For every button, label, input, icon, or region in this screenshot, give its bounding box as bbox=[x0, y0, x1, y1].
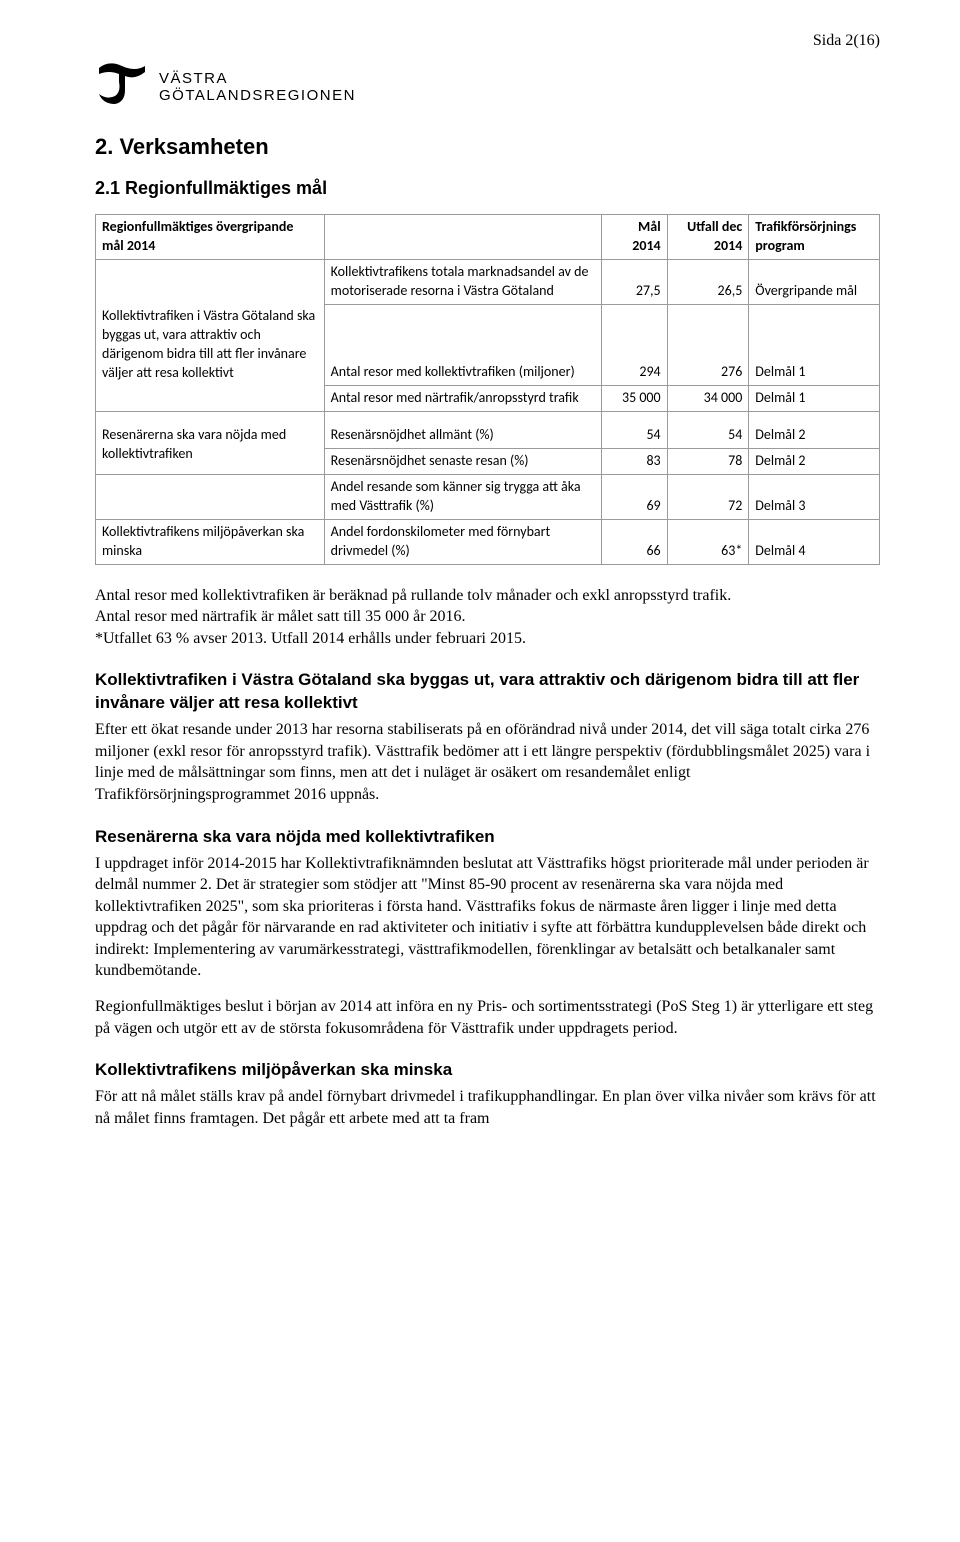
note-para3: *Utfallet 63 % avser 2013. Utfall 2014 e… bbox=[95, 628, 880, 650]
cell-target: 54 bbox=[602, 412, 667, 449]
cell-goal bbox=[96, 259, 325, 304]
table-row: Andel resande som känner sig trygga att … bbox=[96, 474, 880, 519]
cell-program: Delmål 1 bbox=[749, 386, 880, 412]
table-row: Kollektivtrafikens totala marknadsandel … bbox=[96, 259, 880, 304]
cell-outcome: 72 bbox=[667, 474, 749, 519]
table-row: Resenärerna ska vara nöjda med kollektiv… bbox=[96, 412, 880, 449]
logo-line2: GÖTALANDSREGIONEN bbox=[159, 87, 356, 104]
body-para: För att nå målet ställs krav på andel fö… bbox=[95, 1086, 880, 1129]
th-program: Trafikförsörjnings program bbox=[749, 215, 880, 260]
cell-program: Delmål 2 bbox=[749, 449, 880, 475]
th-indicator bbox=[324, 215, 602, 260]
logo-icon bbox=[95, 60, 149, 115]
cell-outcome: 63* bbox=[667, 519, 749, 564]
page-number: Sida 2(16) bbox=[95, 30, 880, 52]
cell-indicator: Resenärsnöjdhet senaste resan (%) bbox=[324, 449, 602, 475]
cell-target: 294 bbox=[602, 304, 667, 386]
cell-goal bbox=[96, 474, 325, 519]
cell-program: Delmål 3 bbox=[749, 474, 880, 519]
heading-resenarer: Resenärerna ska vara nöjda med kollektiv… bbox=[95, 826, 880, 849]
table-header-row: Regionfullmäktiges övergripande mål 2014… bbox=[96, 215, 880, 260]
table-row: Antal resor med närtrafik/anropsstyrd tr… bbox=[96, 386, 880, 412]
cell-indicator: Andel fordonskilometer med förnybart dri… bbox=[324, 519, 602, 564]
cell-program: Delmål 4 bbox=[749, 519, 880, 564]
heading-kollektiv: Kollektivtrafiken i Västra Götaland ska … bbox=[95, 669, 880, 715]
cell-outcome: 34 000 bbox=[667, 386, 749, 412]
cell-goal: Resenärerna ska vara nöjda med kollektiv… bbox=[96, 412, 325, 475]
cell-target: 83 bbox=[602, 449, 667, 475]
cell-indicator: Kollektivtrafikens totala marknadsandel … bbox=[324, 259, 602, 304]
cell-outcome: 276 bbox=[667, 304, 749, 386]
cell-outcome: 26,5 bbox=[667, 259, 749, 304]
body-para: Efter ett ökat resande under 2013 har re… bbox=[95, 719, 880, 805]
cell-target: 35 000 bbox=[602, 386, 667, 412]
cell-program: Delmål 1 bbox=[749, 304, 880, 386]
th-outcome: Utfall dec 2014 bbox=[667, 215, 749, 260]
cell-indicator: Andel resande som känner sig trygga att … bbox=[324, 474, 602, 519]
th-goal: Regionfullmäktiges övergripande mål 2014 bbox=[96, 215, 325, 260]
cell-indicator: Antal resor med närtrafik/anropsstyrd tr… bbox=[324, 386, 602, 412]
table-row: Kollektivtrafikens miljöpåverkan ska min… bbox=[96, 519, 880, 564]
cell-program: Övergripande mål bbox=[749, 259, 880, 304]
body-para: Regionfullmäktiges beslut i början av 20… bbox=[95, 996, 880, 1039]
cell-goal: Kollektivtrafiken i Västra Götaland ska … bbox=[96, 304, 325, 386]
logo-text: VÄSTRA GÖTALANDSREGIONEN bbox=[159, 70, 356, 105]
logo-line1: VÄSTRA bbox=[159, 70, 356, 87]
cell-target: 27,5 bbox=[602, 259, 667, 304]
th-target: Mål 2014 bbox=[602, 215, 667, 260]
note-para2: Antal resor med närtrafik är målet satt … bbox=[95, 606, 880, 628]
cell-goal bbox=[96, 386, 325, 412]
cell-target: 66 bbox=[602, 519, 667, 564]
cell-target: 69 bbox=[602, 474, 667, 519]
cell-indicator: Antal resor med kollektivtrafiken (miljo… bbox=[324, 304, 602, 386]
table-row: Kollektivtrafiken i Västra Götaland ska … bbox=[96, 304, 880, 386]
cell-indicator: Resenärsnöjdhet allmänt (%) bbox=[324, 412, 602, 449]
cell-outcome: 54 bbox=[667, 412, 749, 449]
subsection-heading: 2.1 Regionfullmäktiges mål bbox=[95, 176, 880, 200]
heading-miljo: Kollektivtrafikens miljöpåverkan ska min… bbox=[95, 1059, 880, 1082]
cell-outcome: 78 bbox=[667, 449, 749, 475]
cell-goal: Kollektivtrafikens miljöpåverkan ska min… bbox=[96, 519, 325, 564]
body-para: I uppdraget inför 2014-2015 har Kollekti… bbox=[95, 853, 880, 983]
goals-table: Regionfullmäktiges övergripande mål 2014… bbox=[95, 214, 880, 564]
note-para1: Antal resor med kollektivtrafiken är ber… bbox=[95, 585, 880, 607]
cell-program: Delmål 2 bbox=[749, 412, 880, 449]
logo-block: VÄSTRA GÖTALANDSREGIONEN bbox=[95, 60, 880, 115]
section-heading: 2. Verksamheten bbox=[95, 132, 880, 162]
